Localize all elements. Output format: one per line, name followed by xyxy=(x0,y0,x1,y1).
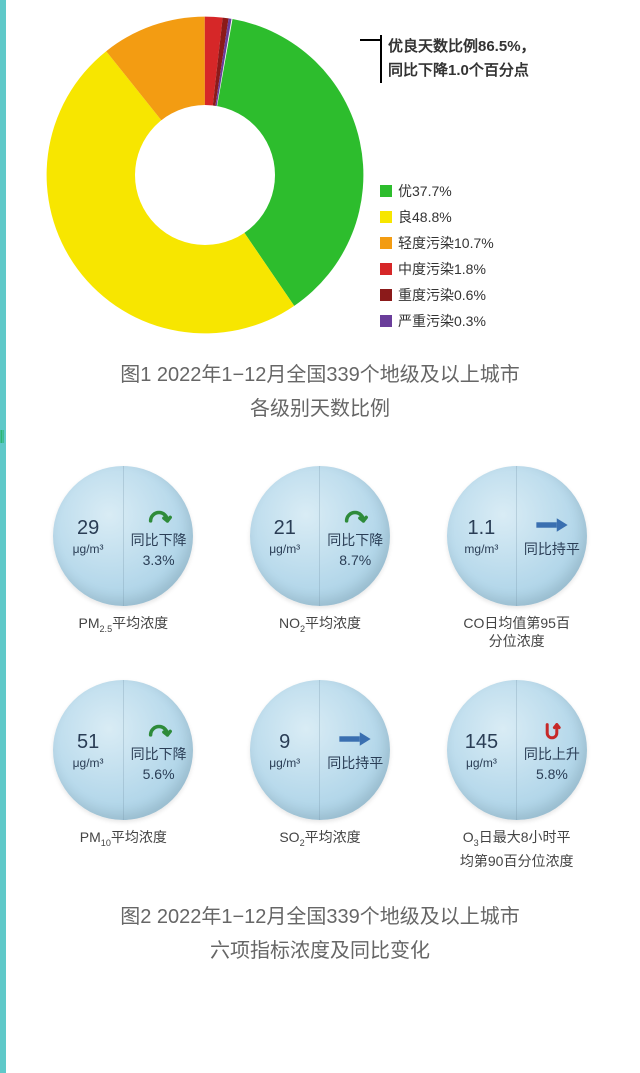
pollutant-bubble: 51 μg/m³ 同比下降 5.6% xyxy=(53,680,193,820)
legend-swatch xyxy=(380,185,392,197)
pollutant-value: 21 xyxy=(274,517,296,540)
pollutant-value: 51 xyxy=(77,731,99,754)
legend-swatch xyxy=(380,289,392,301)
bubble-trend-col: 同比下降 8.7% xyxy=(319,466,390,606)
legend-row: 轻度污染10.7% xyxy=(380,230,620,256)
legend-row: 良48.8% xyxy=(380,204,620,230)
trend-label: 同比下降 xyxy=(131,530,187,550)
bubble-value-col: 51 μg/m³ xyxy=(53,680,123,820)
pollutant-label: CO日均值第95百分位浓度 xyxy=(463,614,570,650)
trend-flat-icon xyxy=(535,513,569,537)
pollutant-label: PM2.5平均浓度 xyxy=(79,614,169,638)
summary-line: 优良天数比例86.5%， xyxy=(388,35,620,59)
donut-hole xyxy=(135,105,275,245)
legend-label: 重度污染0.6% xyxy=(398,282,486,308)
pollutant-grid: 29 μg/m³ 同比下降 3.3% PM2.5平均浓度 21 μg/m³ 同比下降 8.7% N… xyxy=(10,426,630,870)
legend-row: 优37.7% xyxy=(380,178,620,204)
page-root: ||| 优良天数比例86.5%， 同比下降1.0个百分点 优37.7%良48.8… xyxy=(0,0,640,1073)
pollutant-cell: 9 μg/m³ 同比持平 SO2平均浓度 xyxy=(237,680,404,870)
figure2-caption: 图2 2022年1−12月全国339个地级及以上城市 六项指标浓度及同比变化 xyxy=(30,900,610,968)
trend-label: 同比持平 xyxy=(327,753,383,773)
caption-line: 六项指标浓度及同比变化 xyxy=(30,934,610,968)
legend-label: 严重污染0.3% xyxy=(398,308,486,334)
bubble-value-col: 9 μg/m³ xyxy=(250,680,320,820)
bubble-value-col: 21 μg/m³ xyxy=(250,466,320,606)
pollutant-bubble: 21 μg/m³ 同比下降 8.7% xyxy=(250,466,390,606)
pollutant-cell: 29 μg/m³ 同比下降 3.3% PM2.5平均浓度 xyxy=(40,466,207,650)
pollutant-cell: 1.1 mg/m³ 同比持平 CO日均值第95百分位浓度 xyxy=(433,466,600,650)
pollutant-cell: 145 μg/m³ 同比上升 5.8% O3日最大8小时平均第90百分位浓度 xyxy=(433,680,600,870)
legend-swatch xyxy=(380,263,392,275)
bubble-trend-col: 同比下降 5.6% xyxy=(123,680,194,820)
legend-label: 优37.7% xyxy=(398,178,452,204)
bubble-value-col: 29 μg/m³ xyxy=(53,466,123,606)
trend-label: 同比上升 xyxy=(524,744,580,764)
donut-chart-block: 优良天数比例86.5%， 同比下降1.0个百分点 优37.7%良48.8%轻度污… xyxy=(10,0,630,340)
trend-label: 同比下降 xyxy=(131,744,187,764)
bubble-trend-col: 同比持平 xyxy=(319,680,390,820)
pollutant-value: 145 xyxy=(465,731,498,754)
pollutant-unit: mg/m³ xyxy=(464,542,498,556)
pollutant-bubble: 29 μg/m³ 同比下降 3.3% xyxy=(53,466,193,606)
trend-flat-icon xyxy=(338,727,372,751)
donut-legend: 优37.7%良48.8%轻度污染10.7%中度污染1.8%重度污染0.6%严重污… xyxy=(380,178,620,334)
donut-chart xyxy=(40,10,370,340)
caption-line: 图2 2022年1−12月全国339个地级及以上城市 xyxy=(30,900,610,934)
sound-wave-icon: ||| xyxy=(0,430,3,440)
legend-label: 中度污染1.8% xyxy=(398,256,486,282)
pollutant-unit: μg/m³ xyxy=(73,756,104,770)
donut-summary: 优良天数比例86.5%， 同比下降1.0个百分点 xyxy=(380,35,620,83)
trend-value: 8.7% xyxy=(339,552,371,568)
pollutant-cell: 21 μg/m³ 同比下降 8.7% NO2平均浓度 xyxy=(237,466,404,650)
pollutant-bubble: 9 μg/m³ 同比持平 xyxy=(250,680,390,820)
pollutant-unit: μg/m³ xyxy=(269,756,300,770)
trend-down-icon xyxy=(341,504,369,528)
bubble-value-col: 145 μg/m³ xyxy=(447,680,517,820)
summary-line: 同比下降1.0个百分点 xyxy=(388,59,620,83)
bubble-trend-col: 同比持平 xyxy=(516,466,587,606)
bubble-value-col: 1.1 mg/m³ xyxy=(447,466,517,606)
pollutant-unit: μg/m³ xyxy=(269,542,300,556)
trend-value: 5.8% xyxy=(536,766,568,782)
pollutant-label: SO2平均浓度 xyxy=(279,828,360,852)
figure1-caption: 图1 2022年1−12月全国339个地级及以上城市 各级别天数比例 xyxy=(30,358,610,426)
pollutant-bubble: 145 μg/m³ 同比上升 5.8% xyxy=(447,680,587,820)
legend-swatch xyxy=(380,315,392,327)
trend-up-icon xyxy=(540,718,564,742)
pollutant-value: 29 xyxy=(77,517,99,540)
bubble-trend-col: 同比上升 5.8% xyxy=(516,680,587,820)
pollutant-bubble: 1.1 mg/m³ 同比持平 xyxy=(447,466,587,606)
pollutant-label: NO2平均浓度 xyxy=(279,614,361,638)
pollutant-unit: μg/m³ xyxy=(466,756,497,770)
pollutant-label: PM10平均浓度 xyxy=(80,828,167,852)
pollutant-label: O3日最大8小时平均第90百分位浓度 xyxy=(460,828,574,870)
legend-swatch xyxy=(380,237,392,249)
pollutant-unit: μg/m³ xyxy=(73,542,104,556)
trend-label: 同比下降 xyxy=(327,530,383,550)
pollutant-value: 9 xyxy=(279,731,290,754)
caption-line: 各级别天数比例 xyxy=(30,392,610,426)
legend-row: 重度污染0.6% xyxy=(380,282,620,308)
legend-label: 良48.8% xyxy=(398,204,452,230)
legend-label: 轻度污染10.7% xyxy=(398,230,494,256)
pollutant-value: 1.1 xyxy=(468,517,496,540)
legend-row: 严重污染0.3% xyxy=(380,308,620,334)
left-accent-rail xyxy=(0,0,6,1073)
trend-down-icon xyxy=(145,504,173,528)
trend-value: 3.3% xyxy=(143,552,175,568)
trend-down-icon xyxy=(145,718,173,742)
donut-legend-side: 优良天数比例86.5%， 同比下降1.0个百分点 优37.7%良48.8%轻度污… xyxy=(370,10,620,334)
trend-label: 同比持平 xyxy=(524,539,580,559)
legend-swatch xyxy=(380,211,392,223)
trend-value: 5.6% xyxy=(143,766,175,782)
caption-line: 图1 2022年1−12月全国339个地级及以上城市 xyxy=(30,358,610,392)
bubble-trend-col: 同比下降 3.3% xyxy=(123,466,194,606)
legend-row: 中度污染1.8% xyxy=(380,256,620,282)
pollutant-cell: 51 μg/m³ 同比下降 5.6% PM10平均浓度 xyxy=(40,680,207,870)
